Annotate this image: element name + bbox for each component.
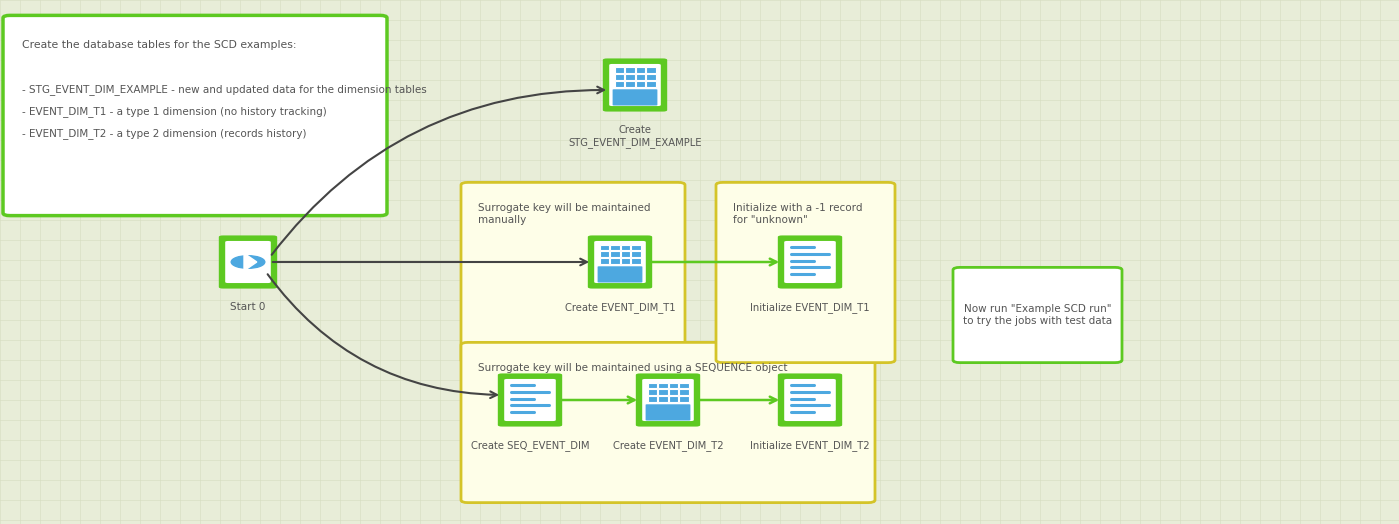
Bar [658, 396, 667, 402]
Text: - STG_EVENT_DIM_EXAMPLE - new and updated data for the dimension tables: - STG_EVENT_DIM_EXAMPLE - new and update… [22, 84, 427, 95]
FancyBboxPatch shape [462, 342, 874, 503]
Bar [669, 389, 679, 396]
FancyBboxPatch shape [588, 235, 652, 289]
FancyBboxPatch shape [603, 59, 667, 112]
Bar [646, 74, 656, 80]
Text: Initialize with a -1 record
for "unknown": Initialize with a -1 record for "unknown… [733, 203, 863, 225]
Bar [679, 383, 688, 388]
Text: Create SEQ_EVENT_DIM: Create SEQ_EVENT_DIM [470, 440, 589, 451]
Bar [614, 68, 624, 73]
Text: Initialize EVENT_DIM_T2: Initialize EVENT_DIM_T2 [750, 440, 870, 451]
Bar [621, 245, 630, 250]
Bar [631, 245, 641, 250]
Bar [610, 252, 620, 257]
Circle shape [231, 256, 264, 268]
Bar [679, 389, 688, 396]
FancyBboxPatch shape [3, 15, 388, 215]
Text: Create
STG_EVENT_DIM_EXAMPLE: Create STG_EVENT_DIM_EXAMPLE [568, 125, 702, 148]
Text: Create the database tables for the SCD examples:: Create the database tables for the SCD e… [22, 40, 297, 50]
Text: Initialize EVENT_DIM_T1: Initialize EVENT_DIM_T1 [750, 302, 870, 313]
Bar [625, 68, 635, 73]
FancyBboxPatch shape [462, 182, 686, 363]
Bar [669, 396, 679, 402]
Bar [635, 81, 645, 88]
Bar [635, 74, 645, 80]
Bar [610, 245, 620, 250]
Bar [648, 389, 658, 396]
FancyBboxPatch shape [785, 241, 835, 283]
FancyBboxPatch shape [778, 374, 842, 427]
FancyBboxPatch shape [498, 374, 562, 427]
FancyBboxPatch shape [613, 89, 658, 105]
Text: Now run "Example SCD run"
to try the jobs with test data: Now run "Example SCD run" to try the job… [963, 304, 1112, 326]
FancyBboxPatch shape [225, 241, 271, 283]
Bar [610, 258, 620, 264]
Bar [600, 252, 609, 257]
Bar [669, 383, 679, 388]
Text: Surrogate key will be maintained
manually: Surrogate key will be maintained manuall… [478, 203, 651, 225]
Text: Create EVENT_DIM_T1: Create EVENT_DIM_T1 [565, 302, 676, 313]
Text: - EVENT_DIM_T2 - a type 2 dimension (records history): - EVENT_DIM_T2 - a type 2 dimension (rec… [22, 128, 306, 139]
Text: Start 0: Start 0 [231, 302, 266, 312]
Polygon shape [243, 253, 257, 271]
FancyBboxPatch shape [218, 235, 277, 289]
FancyBboxPatch shape [595, 241, 646, 283]
Bar [621, 252, 630, 257]
FancyBboxPatch shape [635, 374, 700, 427]
Bar [648, 383, 658, 388]
Bar [648, 396, 658, 402]
Bar [658, 383, 667, 388]
Bar [614, 81, 624, 88]
Bar [600, 245, 609, 250]
Text: - EVENT_DIM_T1 - a type 1 dimension (no history tracking): - EVENT_DIM_T1 - a type 1 dimension (no … [22, 106, 327, 117]
FancyBboxPatch shape [716, 182, 895, 363]
Text: Surrogate key will be maintained using a SEQUENCE object: Surrogate key will be maintained using a… [478, 363, 788, 373]
FancyBboxPatch shape [785, 379, 835, 421]
FancyBboxPatch shape [642, 379, 694, 421]
Bar [646, 81, 656, 88]
Bar [679, 396, 688, 402]
Text: Create EVENT_DIM_T2: Create EVENT_DIM_T2 [613, 440, 723, 451]
Bar [658, 389, 667, 396]
FancyBboxPatch shape [645, 405, 690, 421]
Bar [621, 258, 630, 264]
Bar [625, 81, 635, 88]
Bar [631, 258, 641, 264]
Bar [635, 68, 645, 73]
FancyBboxPatch shape [778, 235, 842, 289]
Bar [631, 252, 641, 257]
FancyBboxPatch shape [609, 64, 660, 106]
Bar [625, 74, 635, 80]
Bar [600, 258, 609, 264]
Bar [614, 74, 624, 80]
FancyBboxPatch shape [597, 266, 642, 282]
FancyBboxPatch shape [953, 267, 1122, 363]
Bar [646, 68, 656, 73]
FancyBboxPatch shape [504, 379, 555, 421]
